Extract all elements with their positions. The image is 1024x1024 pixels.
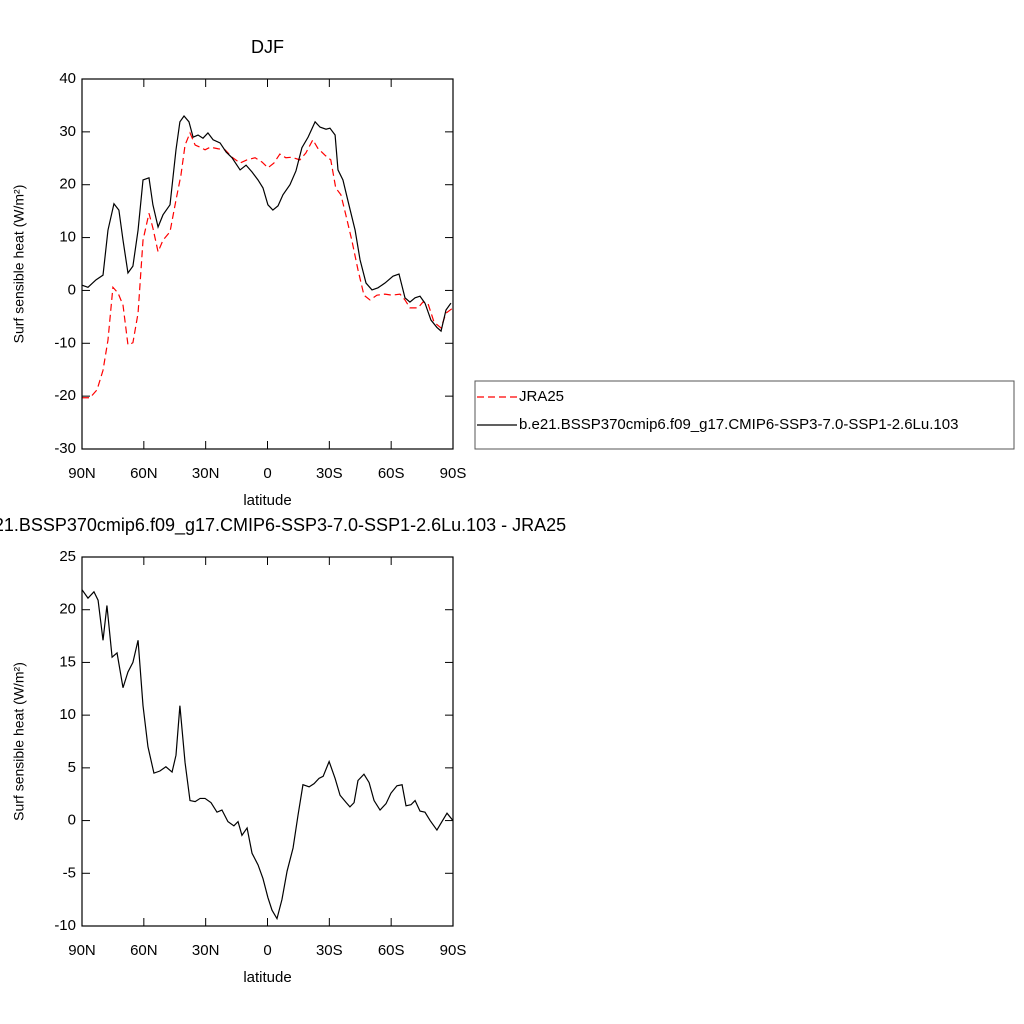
- y-tick-label: 5: [68, 759, 76, 776]
- x-tick-label: 30N: [192, 942, 220, 959]
- y-tick-label: 20: [59, 176, 76, 193]
- x-axis-label: latitude: [243, 492, 291, 509]
- x-tick-label: 0: [263, 465, 271, 482]
- legend-label: b.e21.BSSP370cmip6.f09_g17.CMIP6-SSP3-7.…: [519, 416, 958, 433]
- chart-title: DJF: [251, 37, 284, 57]
- y-tick-label: -10: [54, 334, 76, 351]
- plot-frame: [81, 78, 454, 450]
- x-tick-label: 60S: [378, 942, 405, 959]
- x-tick-label: 90S: [440, 465, 467, 482]
- y-axis-label: Surf sensible heat (W/m²): [11, 662, 27, 821]
- y-tick-label: 30: [59, 123, 76, 140]
- x-tick-label: 30S: [316, 465, 343, 482]
- y-tick-label: -30: [54, 440, 76, 457]
- data-line: [82, 131, 454, 399]
- y-tick-label: -20: [54, 387, 76, 404]
- x-tick-label: 90N: [68, 942, 96, 959]
- x-tick-label: 30N: [192, 465, 220, 482]
- y-tick-label: 0: [68, 812, 76, 829]
- y-tick-label: 10: [59, 706, 76, 723]
- y-tick-label: 10: [59, 229, 76, 246]
- x-tick-label: 60N: [130, 942, 158, 959]
- x-tick-label: 0: [263, 942, 271, 959]
- x-axis-label: latitude: [243, 969, 291, 986]
- x-tick-label: 90N: [68, 465, 96, 482]
- y-axis-label: Surf sensible heat (W/m²): [11, 185, 27, 344]
- legend-box: [474, 380, 1015, 450]
- y-tick-label: 0: [68, 281, 76, 298]
- y-tick-label: 20: [59, 601, 76, 618]
- y-tick-label: 15: [59, 653, 76, 670]
- y-tick-label: -5: [63, 864, 76, 881]
- y-tick-label: 40: [59, 70, 76, 87]
- x-tick-label: 60N: [130, 465, 158, 482]
- legend-label: JRA25: [519, 388, 564, 405]
- chart-title: b.e21.BSSP370cmip6.f09_g17.CMIP6-SSP3-7.…: [0, 515, 566, 536]
- y-tick-label: -10: [54, 917, 76, 934]
- data-line: [81, 589, 454, 921]
- x-tick-label: 90S: [440, 942, 467, 959]
- x-tick-label: 30S: [316, 942, 343, 959]
- x-tick-label: 60S: [378, 465, 405, 482]
- y-tick-label: 25: [59, 548, 76, 565]
- plot-frame: [81, 556, 454, 927]
- data-line: [81, 115, 452, 333]
